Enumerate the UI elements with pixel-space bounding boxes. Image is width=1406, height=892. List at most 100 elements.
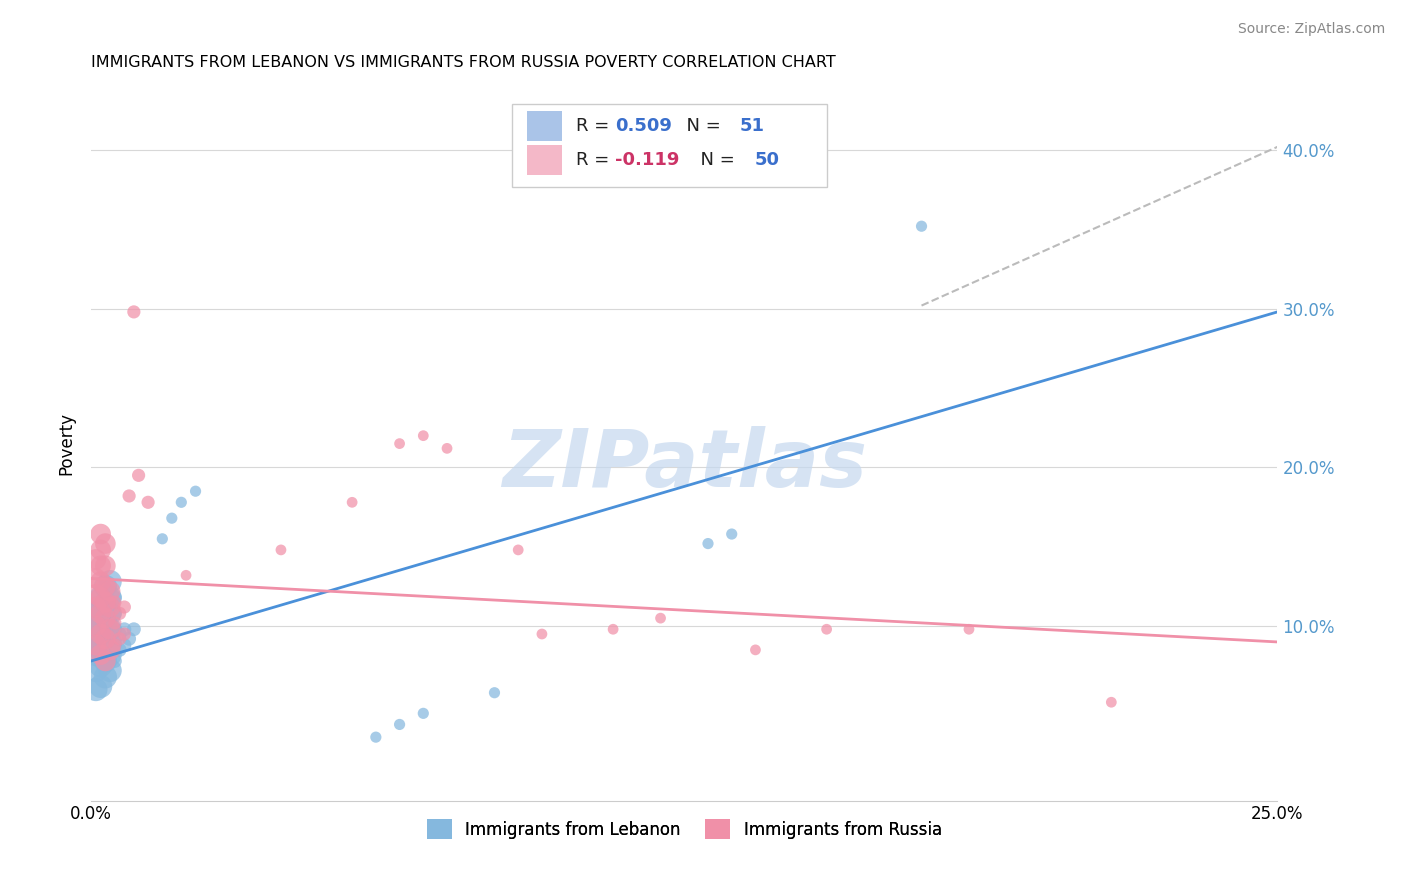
Point — [90, 679, 112, 693]
Text: ZIPatlas: ZIPatlas — [502, 426, 866, 504]
Text: 50: 50 — [754, 151, 779, 169]
Point — [84, 600, 107, 615]
Point — [340, 495, 363, 509]
Point — [108, 607, 131, 621]
Point — [84, 552, 107, 566]
Point — [90, 627, 112, 641]
Point — [98, 664, 121, 678]
Point — [957, 622, 980, 636]
Point — [508, 542, 530, 557]
Point — [697, 536, 720, 550]
Point — [84, 619, 107, 633]
Text: -0.119: -0.119 — [616, 151, 681, 169]
Point — [530, 627, 553, 641]
Text: IMMIGRANTS FROM LEBANON VS IMMIGRANTS FROM RUSSIA POVERTY CORRELATION CHART: IMMIGRANTS FROM LEBANON VS IMMIGRANTS FR… — [91, 55, 837, 70]
Point — [388, 436, 411, 450]
Point — [98, 622, 121, 636]
Point — [90, 648, 112, 662]
Point — [94, 595, 117, 609]
Point — [104, 622, 127, 636]
Point — [136, 495, 159, 509]
Text: R =: R = — [576, 117, 616, 135]
Point — [98, 622, 121, 636]
Point — [84, 572, 107, 586]
Point — [90, 542, 112, 557]
Point — [98, 600, 121, 615]
FancyBboxPatch shape — [526, 145, 562, 175]
Point — [160, 511, 183, 525]
Text: N =: N = — [689, 151, 741, 169]
Point — [90, 527, 112, 541]
Point — [84, 607, 107, 621]
Point — [910, 219, 932, 234]
Point — [94, 615, 117, 630]
Point — [98, 591, 121, 605]
Point — [94, 579, 117, 593]
Point — [412, 428, 434, 442]
Point — [270, 542, 292, 557]
Point — [84, 619, 107, 633]
Point — [112, 638, 135, 652]
Point — [90, 615, 112, 630]
Text: Source: ZipAtlas.com: Source: ZipAtlas.com — [1237, 22, 1385, 37]
Point — [364, 730, 387, 744]
Text: 0.509: 0.509 — [616, 117, 672, 135]
Point — [112, 600, 135, 615]
Point — [94, 654, 117, 668]
Point — [112, 627, 135, 641]
Point — [84, 627, 107, 641]
Point — [94, 654, 117, 668]
Point — [90, 603, 112, 617]
Legend: Immigrants from Lebanon, Immigrants from Russia: Immigrants from Lebanon, Immigrants from… — [420, 813, 949, 846]
Y-axis label: Poverty: Poverty — [58, 412, 75, 475]
Point — [94, 600, 117, 615]
Point — [174, 568, 197, 582]
Point — [104, 654, 127, 668]
Point — [84, 682, 107, 697]
Point — [650, 611, 672, 625]
Point — [84, 664, 107, 678]
Point — [104, 591, 127, 605]
Point — [94, 558, 117, 573]
Point — [84, 638, 107, 652]
Point — [1099, 695, 1122, 709]
Point — [108, 643, 131, 657]
Text: 51: 51 — [740, 117, 765, 135]
Point — [90, 574, 112, 589]
Point — [184, 484, 207, 499]
Point — [94, 627, 117, 641]
Point — [98, 584, 121, 599]
Point — [94, 632, 117, 646]
Point — [90, 658, 112, 673]
Point — [94, 670, 117, 684]
Point — [128, 468, 150, 483]
Point — [98, 607, 121, 621]
Text: N =: N = — [675, 117, 727, 135]
Point — [150, 532, 173, 546]
Text: R =: R = — [576, 151, 616, 169]
Point — [170, 495, 193, 509]
Point — [104, 607, 127, 621]
Point — [122, 305, 145, 319]
Point — [484, 686, 506, 700]
Point — [104, 615, 127, 630]
Point — [720, 527, 742, 541]
Point — [98, 648, 121, 662]
Point — [84, 648, 107, 662]
Point — [94, 638, 117, 652]
Point — [744, 643, 766, 657]
Point — [108, 627, 131, 641]
Point — [98, 643, 121, 657]
Point — [108, 632, 131, 646]
Point — [90, 591, 112, 605]
Point — [815, 622, 838, 636]
Point — [90, 643, 112, 657]
Point — [104, 595, 127, 609]
FancyBboxPatch shape — [526, 111, 562, 141]
Point — [84, 587, 107, 601]
Point — [436, 442, 458, 456]
Point — [90, 558, 112, 573]
Point — [94, 536, 117, 550]
Point — [90, 635, 112, 649]
Point — [94, 579, 117, 593]
